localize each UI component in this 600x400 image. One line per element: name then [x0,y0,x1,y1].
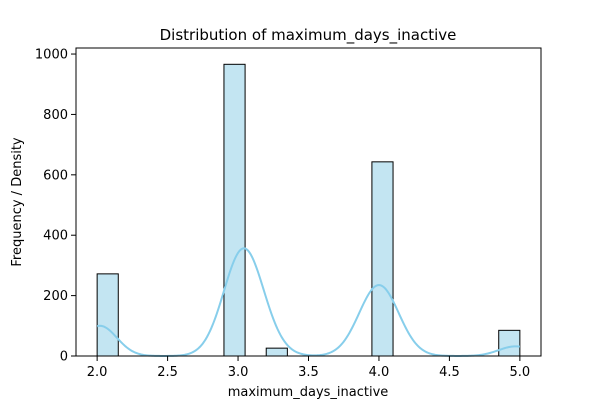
y-tick-label: 0 [60,350,68,365]
x-tick-label: 3.5 [298,365,319,380]
x-tick-label: 5.0 [510,365,531,380]
y-tick-label: 200 [43,289,68,304]
y-tick-label: 1000 [35,48,68,63]
x-axis-label: maximum_days_inactive [228,385,389,400]
histogram-bar [265,347,288,357]
histogram-bar [223,63,246,357]
x-tick-label: 2.0 [87,365,108,380]
x-tick-label: 4.5 [439,365,460,380]
y-tick-label: 800 [43,108,68,123]
y-tick-label: 600 [43,168,68,183]
histogram-bar [371,161,394,357]
y-tick-label: 400 [43,229,68,244]
x-tick-label: 4.0 [369,365,390,380]
histogram-bar [96,273,119,357]
x-axis-ticks: 2.0 2.5 3.0 3.5 4.0 4.5 5.0 [87,356,530,380]
histogram-bar [498,329,521,357]
x-tick-label: 2.5 [157,365,178,380]
x-tick-label: 3.0 [228,365,249,380]
y-axis-label: Frequency / Density [10,137,25,267]
y-axis-ticks: 0 200 400 600 800 1000 [35,48,76,365]
chart-title: Distribution of maximum_days_inactive [160,26,457,45]
